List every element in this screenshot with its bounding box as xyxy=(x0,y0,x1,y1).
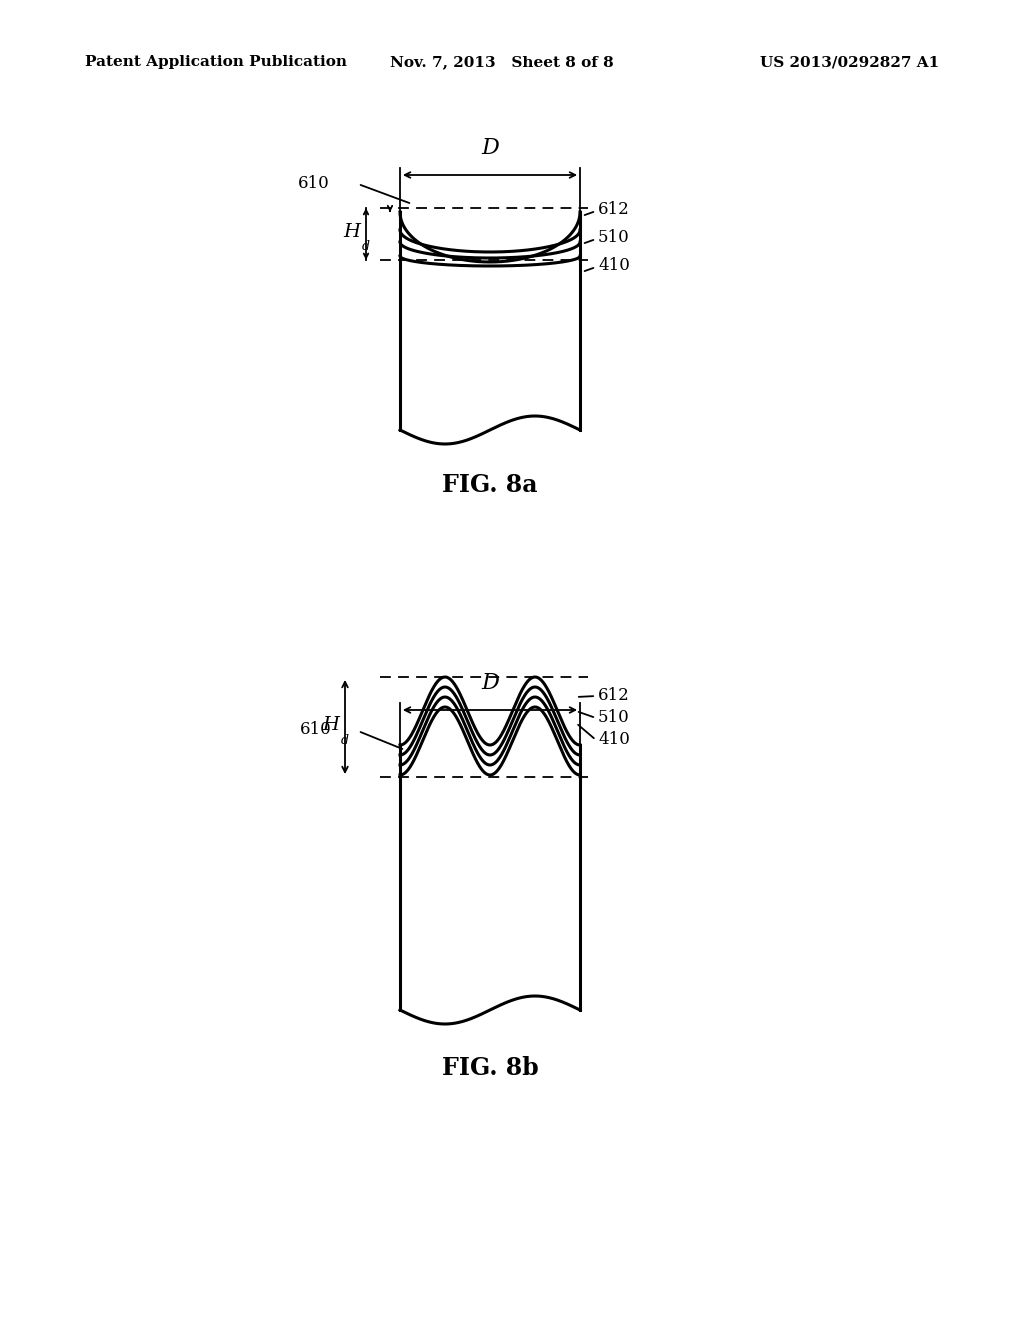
Text: FIG. 8a: FIG. 8a xyxy=(442,473,538,498)
Text: H: H xyxy=(343,223,360,242)
Text: 510: 510 xyxy=(598,230,630,247)
Text: 610: 610 xyxy=(298,176,330,193)
Text: 612: 612 xyxy=(598,202,630,219)
Text: 410: 410 xyxy=(598,257,630,275)
Text: 610: 610 xyxy=(300,722,332,738)
Text: H: H xyxy=(322,715,339,734)
Text: US 2013/0292827 A1: US 2013/0292827 A1 xyxy=(760,55,939,69)
Text: Nov. 7, 2013   Sheet 8 of 8: Nov. 7, 2013 Sheet 8 of 8 xyxy=(390,55,613,69)
Text: D: D xyxy=(481,137,499,158)
Text: d: d xyxy=(341,734,349,747)
Text: 612: 612 xyxy=(598,686,630,704)
Text: Patent Application Publication: Patent Application Publication xyxy=(85,55,347,69)
Text: d: d xyxy=(362,240,370,253)
Text: 410: 410 xyxy=(598,730,630,747)
Text: FIG. 8b: FIG. 8b xyxy=(441,1056,539,1080)
Text: D: D xyxy=(481,672,499,694)
Text: 510: 510 xyxy=(598,709,630,726)
